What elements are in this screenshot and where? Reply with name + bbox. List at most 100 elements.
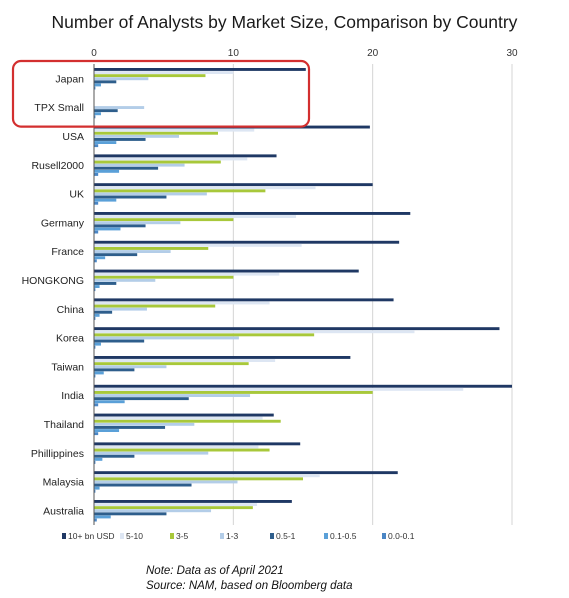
bar <box>94 77 149 81</box>
bar <box>94 400 125 404</box>
x-tick-label: 30 <box>506 48 518 59</box>
bar <box>94 221 181 225</box>
bar <box>94 282 117 285</box>
bar <box>94 387 464 391</box>
category-label: Rusell2000 <box>31 160 84 172</box>
note-text: Note: Data as of April 2021 <box>146 565 284 577</box>
bar <box>94 186 316 190</box>
source-text: Source: NAM, based on Bloomberg data <box>146 580 353 592</box>
bar <box>94 227 121 231</box>
bar <box>94 74 206 78</box>
bar <box>94 397 189 401</box>
bar <box>94 201 99 205</box>
bar <box>94 512 167 516</box>
category-label: Taiwan <box>51 361 84 373</box>
legend-swatch <box>62 533 66 539</box>
bar <box>94 365 167 369</box>
x-tick-label: 20 <box>367 48 379 59</box>
bar <box>94 317 96 320</box>
bar <box>94 183 373 187</box>
bar <box>94 477 303 481</box>
bar <box>94 474 320 478</box>
bar <box>94 403 99 407</box>
bar <box>94 173 99 176</box>
bar <box>94 419 281 423</box>
bar <box>94 230 99 234</box>
category-label: Phillippines <box>31 448 84 460</box>
bar <box>94 339 145 343</box>
category-label: Thailand <box>44 419 84 431</box>
bar <box>94 115 96 119</box>
bar <box>94 68 306 71</box>
legend-label: 5-10 <box>126 531 143 541</box>
legend-label: 0.5-1 <box>276 531 296 541</box>
legend-swatch <box>120 533 124 539</box>
bar <box>94 310 113 314</box>
bar <box>94 356 351 359</box>
bar <box>94 442 301 446</box>
bar <box>94 288 96 292</box>
legend-swatch <box>382 533 386 539</box>
bar <box>94 154 277 158</box>
category-label: France <box>51 246 84 258</box>
legend-swatch <box>324 533 328 539</box>
bar <box>94 80 117 84</box>
bar <box>94 413 274 417</box>
bar <box>94 128 255 132</box>
bar <box>94 394 251 397</box>
bar <box>94 480 238 484</box>
bar <box>94 163 185 167</box>
bar <box>94 298 394 302</box>
bar <box>94 371 104 375</box>
bar <box>94 445 259 449</box>
category-label: India <box>61 390 84 402</box>
bar <box>94 157 248 161</box>
legend-swatch <box>220 533 224 539</box>
bar <box>94 198 117 202</box>
bar <box>94 256 106 260</box>
bar <box>94 106 145 109</box>
bar <box>94 278 156 282</box>
legend-label: 0.0-0.1 <box>388 531 415 541</box>
bar <box>94 304 216 308</box>
bar <box>94 269 359 273</box>
x-tick-label: 0 <box>91 48 97 59</box>
bar <box>94 250 171 253</box>
category-label: Germany <box>41 217 85 229</box>
category-label: Australia <box>43 505 84 517</box>
legend-label: 0.1-0.5 <box>330 531 357 541</box>
bar <box>94 471 398 475</box>
category-label: UK <box>69 189 84 201</box>
bar <box>94 313 100 317</box>
category-label: TPX Small <box>34 102 84 114</box>
bar <box>94 503 258 506</box>
bar <box>94 416 263 420</box>
category-label: Malaysia <box>43 477 85 489</box>
bar <box>94 247 209 250</box>
legend-label: 3-5 <box>176 531 189 541</box>
bar <box>94 166 159 170</box>
bar <box>94 342 101 346</box>
bar <box>94 518 97 522</box>
bar <box>94 336 239 340</box>
bar <box>94 327 500 331</box>
bar <box>94 224 146 228</box>
bar <box>94 451 209 455</box>
bar <box>94 144 99 148</box>
bar <box>94 275 234 279</box>
bar <box>94 432 99 436</box>
bar <box>94 83 101 87</box>
bar <box>94 345 96 349</box>
bar <box>94 112 101 116</box>
category-label: HONGKONG <box>22 275 84 287</box>
bar <box>94 374 96 378</box>
highlight-box <box>11 59 311 128</box>
bar <box>94 509 212 513</box>
bar <box>94 259 97 263</box>
bar <box>94 109 118 113</box>
bar <box>94 506 253 510</box>
bar <box>94 192 207 196</box>
bar <box>94 243 302 247</box>
bar <box>94 71 234 74</box>
